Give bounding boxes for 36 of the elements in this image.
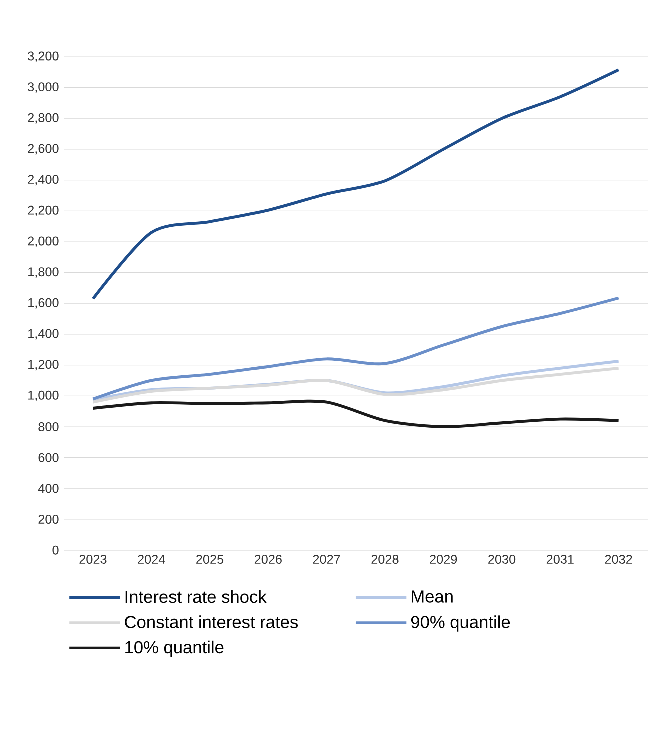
y-tick-label: 3,000 [28, 82, 59, 94]
y-tick-label: 1,400 [28, 329, 59, 340]
line-series [92, 296, 620, 401]
legend-label: Interest rate shock [126, 590, 267, 604]
y-tick-label: 1,800 [28, 268, 59, 278]
y-tick-label: 600 [38, 453, 59, 462]
x-tick-label: 2025 [196, 555, 224, 564]
y-tick-label: 2,800 [28, 113, 59, 124]
legend-label: 10% quantile [126, 640, 224, 658]
x-tick-label: 2026 [254, 555, 282, 564]
y-tick-label: 800 [38, 422, 59, 432]
y-tick-label: 2,600 [28, 144, 59, 155]
y-tick-label: 2,200 [28, 206, 59, 216]
x-tick-label: 2032 [605, 555, 632, 564]
y-tick-label: 1,600 [28, 298, 59, 309]
x-tick-label: 2030 [488, 555, 516, 564]
x-tick-label: 2028 [372, 555, 399, 564]
x-tick-label: 2029 [430, 555, 458, 564]
line-series [92, 68, 620, 300]
legend-label: Constant interest rates [125, 616, 298, 628]
y-tick-label: 200 [38, 515, 59, 524]
legend-label: Mean [412, 590, 453, 603]
y-tick-label: 2,400 [28, 175, 59, 186]
y-tick-label: 0 [52, 546, 59, 555]
x-tick-label: 2024 [138, 555, 166, 564]
y-tick-label: 1,000 [28, 390, 59, 402]
x-tick-label: 2027 [313, 555, 340, 564]
line-series [92, 366, 620, 404]
y-tick-label: 1,200 [28, 360, 59, 371]
line-series [92, 400, 620, 428]
legend-label: 90% quantile [411, 616, 510, 632]
y-tick-label: 3,200 [28, 52, 59, 62]
y-tick-label: 400 [38, 484, 59, 494]
x-tick-label: 2031 [546, 555, 574, 564]
y-tick-label: 2,000 [28, 236, 59, 248]
x-tick-label: 2023 [80, 555, 107, 564]
